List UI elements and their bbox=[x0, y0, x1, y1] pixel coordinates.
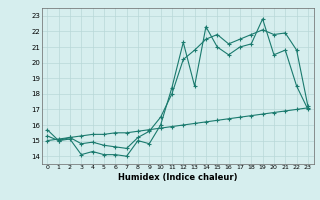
X-axis label: Humidex (Indice chaleur): Humidex (Indice chaleur) bbox=[118, 173, 237, 182]
